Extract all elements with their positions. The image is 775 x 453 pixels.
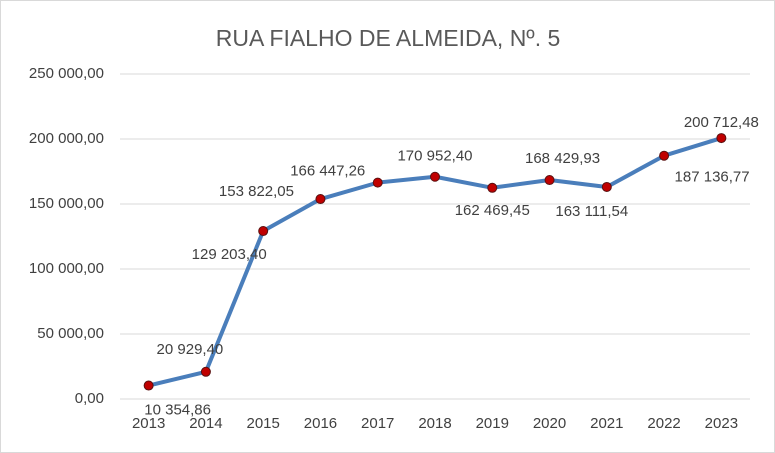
data-label: 20 929,40 — [157, 341, 224, 358]
y-tick-label: 100 000,00 — [29, 260, 104, 277]
data-label: 153 822,05 — [219, 183, 294, 200]
data-label: 10 354,86 — [144, 402, 211, 419]
marker — [601, 181, 612, 192]
marker — [315, 194, 326, 205]
x-tick-label: 2014 — [189, 415, 222, 432]
marker — [487, 182, 498, 193]
marker — [143, 380, 154, 391]
marker — [430, 171, 440, 182]
chart-title: RUA FIALHO DE ALMEIDA, Nº. 5 — [216, 25, 561, 51]
x-tick-label: 2016 — [304, 415, 337, 432]
marker — [659, 150, 670, 161]
y-tick-label: 50 000,00 — [37, 325, 104, 342]
y-tick-label: 0,00 — [75, 390, 104, 407]
data-label: 166 447,26 — [290, 163, 365, 180]
x-tick-label: 2022 — [647, 415, 680, 432]
data-label: 168 429,93 — [525, 150, 600, 167]
x-tick-label: 2021 — [590, 415, 623, 432]
x-tick-label: 2023 — [705, 415, 738, 432]
x-tick-label: 2018 — [418, 415, 451, 432]
y-tick-label: 200 000,00 — [29, 130, 104, 147]
x-tick-label: 2019 — [476, 415, 509, 432]
data-label: 200 712,48 — [684, 114, 759, 131]
x-tick-label: 2013 — [132, 415, 165, 432]
marker — [716, 133, 727, 144]
data-label: 170 952,40 — [397, 148, 472, 165]
marker — [372, 177, 383, 188]
y-tick-label: 150 000,00 — [29, 195, 104, 212]
data-label: 163 111,54 — [555, 203, 628, 220]
data-label: 187 136,77 — [675, 169, 750, 186]
marker — [544, 175, 555, 186]
x-tick-label: 2020 — [533, 415, 566, 432]
x-tick-label: 2017 — [361, 415, 394, 432]
data-label: 162 469,45 — [455, 202, 530, 219]
data-label: 129 203,40 — [192, 246, 267, 263]
y-tick-label: 250 000,00 — [29, 65, 104, 82]
x-tick-label: 2015 — [246, 415, 279, 432]
marker — [200, 366, 211, 377]
marker — [258, 226, 269, 237]
